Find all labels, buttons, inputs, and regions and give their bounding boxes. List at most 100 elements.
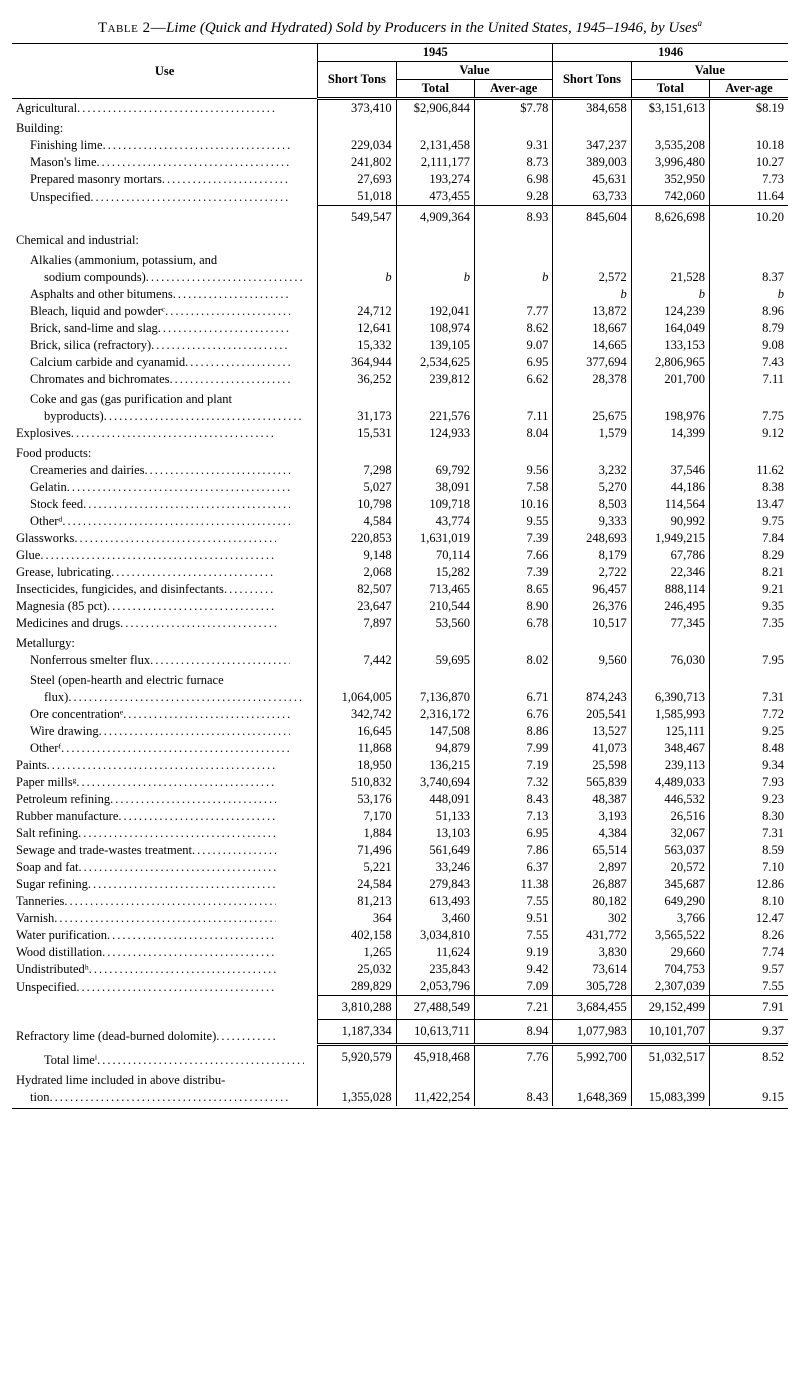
cell: 8,503: [553, 496, 631, 513]
cell: 279,843: [396, 876, 474, 893]
cell: 9.08: [710, 337, 788, 354]
table-row: Petroleum refining53,176448,0918.4348,38…: [12, 791, 788, 808]
row-label: Chemical and industrial:: [12, 229, 318, 249]
table-row: 549,5474,909,3648.93845,6048,626,69810.2…: [12, 206, 788, 230]
cell: 205,541: [553, 706, 631, 723]
row-label: Stock feed: [12, 496, 318, 513]
table-row: Creameries and dairies7,29869,7929.563,2…: [12, 462, 788, 479]
cell: [318, 669, 396, 689]
cell: 7.75: [710, 408, 788, 425]
cell: 9.56: [474, 462, 552, 479]
table-row: byproducts)31,173221,5767.1125,675198,97…: [12, 408, 788, 425]
cell: b: [631, 286, 709, 303]
cell: 27,693: [318, 171, 396, 188]
cell: [474, 1069, 552, 1089]
cell: b: [710, 286, 788, 303]
cell: 9,148: [318, 547, 396, 564]
cell: 24,584: [318, 876, 396, 893]
cell: [396, 1069, 474, 1089]
row-label: Sugar refining: [12, 876, 318, 893]
cell: 7.95: [710, 652, 788, 669]
cell: 124,933: [396, 425, 474, 442]
cell: 4,489,033: [631, 774, 709, 791]
data-table: Use 1945 1946 Short Tons Value Short Ton…: [12, 43, 788, 1106]
cell: 6.95: [474, 354, 552, 371]
cell: 510,832: [318, 774, 396, 791]
row-label: Paints: [12, 757, 318, 774]
table-row: Chromates and bichromates36,252239,8126.…: [12, 371, 788, 388]
cell: [318, 632, 396, 652]
cell: 7.91: [710, 996, 788, 1020]
row-label: sodium compounds): [12, 269, 318, 286]
cell: 348,467: [631, 740, 709, 757]
row-label: Rubber manufacture: [12, 808, 318, 825]
cell: 1,077,983: [553, 1020, 631, 1045]
row-label: Asphalts and other bitumens: [12, 286, 318, 303]
cell: 80,182: [553, 893, 631, 910]
table-row: Alkalies (ammonium, potassium, and: [12, 249, 788, 269]
cell: [396, 117, 474, 137]
cell: b: [474, 269, 552, 286]
row-label: Alkalies (ammonium, potassium, and: [12, 249, 318, 269]
cell: 7.55: [474, 893, 552, 910]
cell: 7.31: [710, 825, 788, 842]
cell: 549,547: [318, 206, 396, 230]
cell: [553, 632, 631, 652]
cell: 8.94: [474, 1020, 552, 1045]
cell: 48,387: [553, 791, 631, 808]
cell: [396, 229, 474, 249]
cell: 888,114: [631, 581, 709, 598]
table-row: Stock feed10,798109,71810.168,503114,564…: [12, 496, 788, 513]
table-row: flux)1,064,0057,136,8706.71874,2436,390,…: [12, 689, 788, 706]
cell: 164,049: [631, 320, 709, 337]
cell: $7.78: [474, 99, 552, 118]
cell: [710, 117, 788, 137]
cell: 649,290: [631, 893, 709, 910]
cell: 2,068: [318, 564, 396, 581]
cell: [710, 249, 788, 269]
cell: [396, 286, 474, 303]
col-tot45: Total: [396, 80, 474, 99]
cell: 7.84: [710, 530, 788, 547]
cell: [396, 669, 474, 689]
row-label: [12, 206, 318, 230]
table-row: Calcium carbide and cyanamid364,9442,534…: [12, 354, 788, 371]
row-label: Finishing lime: [12, 137, 318, 154]
table-row: Medicines and drugs7,89753,5606.7810,517…: [12, 615, 788, 632]
cell: 31,173: [318, 408, 396, 425]
cell: 14,665: [553, 337, 631, 354]
cell: [474, 249, 552, 269]
cell: 9.12: [710, 425, 788, 442]
table-row: Nonferrous smelter flux7,44259,6958.029,…: [12, 652, 788, 669]
row-label: Otherᵈ: [12, 513, 318, 530]
table-row: Insecticides, fungicides, and disinfecta…: [12, 581, 788, 598]
table-row: Total limeⁱ5,920,57945,918,4687.765,992,…: [12, 1045, 788, 1070]
row-label: Explosives: [12, 425, 318, 442]
cell: [631, 249, 709, 269]
cell: 125,111: [631, 723, 709, 740]
cell: 94,879: [396, 740, 474, 757]
cell: 239,113: [631, 757, 709, 774]
table-row: Ore concentrationᵉ342,7422,316,1726.7620…: [12, 706, 788, 723]
cell: 8.04: [474, 425, 552, 442]
cell: 9.37: [710, 1020, 788, 1045]
cell: $2,906,844: [396, 99, 474, 118]
cell: 8.48: [710, 740, 788, 757]
cell: [396, 249, 474, 269]
cell: 373,410: [318, 99, 396, 118]
cell: 3,684,455: [553, 996, 631, 1020]
cell: 6.76: [474, 706, 552, 723]
cell: 246,495: [631, 598, 709, 615]
cell: 2,534,625: [396, 354, 474, 371]
cell: 345,687: [631, 876, 709, 893]
cell: 8.52: [710, 1045, 788, 1070]
cell: 8.86: [474, 723, 552, 740]
cell: [631, 442, 709, 462]
table-row: Refractory lime (dead-burned dolomite)1,…: [12, 1020, 788, 1045]
col-1945: 1945: [318, 44, 553, 62]
row-label: Soap and fat: [12, 859, 318, 876]
table-row: Varnish3643,4609.513023,76612.47: [12, 910, 788, 927]
cell: 8.10: [710, 893, 788, 910]
cell: 8.30: [710, 808, 788, 825]
cell: 3,193: [553, 808, 631, 825]
